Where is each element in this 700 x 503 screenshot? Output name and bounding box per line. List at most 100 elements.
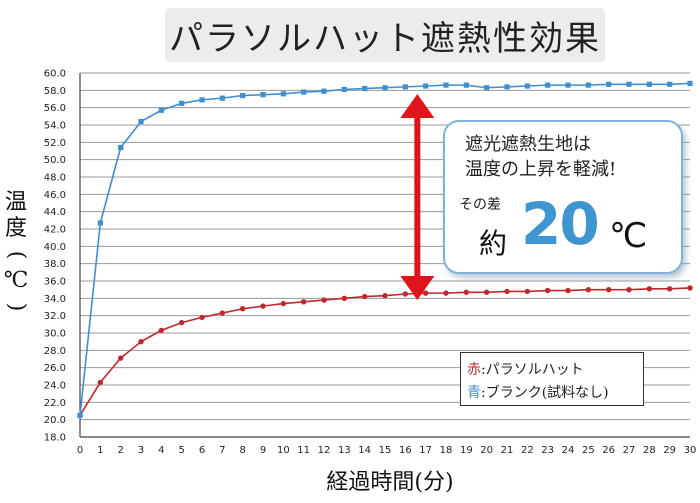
y-tick-label: 18.0 bbox=[44, 433, 66, 444]
x-tick-label: 21 bbox=[501, 445, 514, 456]
y-tick-label: 60.0 bbox=[44, 69, 66, 80]
y-tick-label: 50.0 bbox=[44, 155, 66, 166]
x-tick-label: 13 bbox=[338, 445, 351, 456]
y-axis-label-char: ℃ bbox=[3, 268, 29, 293]
data-point bbox=[179, 100, 185, 106]
y-tick-label: 48.0 bbox=[44, 173, 66, 184]
y-tick-label: 34.0 bbox=[44, 294, 66, 305]
x-tick-label: 20 bbox=[480, 445, 493, 456]
data-point bbox=[443, 82, 449, 88]
callout-diff-label: その差 bbox=[459, 197, 501, 213]
data-point bbox=[504, 288, 510, 295]
data-point bbox=[341, 295, 348, 302]
data-point bbox=[260, 92, 266, 98]
x-tick-label: 9 bbox=[260, 445, 266, 456]
x-tick-label: 14 bbox=[358, 445, 371, 456]
x-tick-label: 23 bbox=[541, 445, 554, 456]
data-point bbox=[585, 286, 592, 293]
y-axis-label-char: ) bbox=[4, 302, 29, 312]
y-axis-label: 温度 (℃) bbox=[3, 190, 29, 320]
data-point bbox=[321, 88, 327, 94]
x-tick-label: 27 bbox=[623, 445, 636, 456]
data-point bbox=[463, 289, 470, 295]
data-point bbox=[646, 286, 653, 292]
data-point bbox=[423, 83, 429, 89]
x-tick-label: 19 bbox=[460, 445, 473, 456]
series-lines bbox=[77, 80, 693, 419]
data-point bbox=[382, 293, 388, 299]
difference-arrow bbox=[400, 94, 435, 300]
x-tick-label: 17 bbox=[419, 445, 432, 456]
x-tick-labels: 0 1 2 3 4 5 6 7 8 9 10 11 12 13 14 15 16 17 18 19 20 21 22 23 24… bbox=[77, 445, 697, 456]
data-point bbox=[158, 107, 164, 113]
data-point bbox=[138, 118, 144, 125]
data-point bbox=[158, 327, 165, 334]
y-tick-labels: 18.0 20.0 22.0 24.0 26.0 28.0 30.0 32.0 34.0 36.0… bbox=[44, 69, 66, 444]
x-axis-label: 経過時間(分) bbox=[326, 470, 454, 495]
data-point bbox=[118, 144, 124, 151]
data-point bbox=[646, 81, 652, 87]
data-point bbox=[77, 412, 83, 418]
data-point bbox=[687, 80, 693, 86]
y-tick-label: 44.0 bbox=[44, 207, 66, 218]
callout-unit: ℃ bbox=[609, 216, 648, 256]
x-tick-label: 18 bbox=[440, 445, 453, 456]
callout-approx: 約 bbox=[479, 227, 508, 260]
callout-line-2: 温度の上昇を軽減! bbox=[465, 159, 617, 180]
y-tick-label: 24.0 bbox=[44, 381, 66, 392]
data-point bbox=[199, 97, 205, 103]
x-tick-label: 30 bbox=[684, 445, 697, 456]
callout-value: 20 bbox=[521, 190, 600, 258]
legend-color-prefix: 青 bbox=[467, 385, 481, 401]
data-point bbox=[178, 319, 185, 326]
data-point bbox=[626, 81, 632, 87]
x-tick-label: 11 bbox=[297, 445, 310, 456]
x-tick-label: 7 bbox=[219, 445, 225, 456]
x-tick-label: 28 bbox=[643, 445, 656, 456]
y-tick-label: 46.0 bbox=[44, 190, 66, 201]
data-point bbox=[504, 84, 510, 90]
data-point bbox=[97, 220, 103, 226]
data-point bbox=[117, 355, 124, 361]
data-point bbox=[199, 314, 205, 321]
title-bar: パラソルハット遮熱性効果 bbox=[165, 8, 605, 62]
x-tick-label: 6 bbox=[199, 445, 205, 456]
y-axis-label-char: 温 bbox=[4, 190, 27, 215]
data-point bbox=[402, 291, 409, 297]
data-point bbox=[382, 85, 388, 91]
axes bbox=[79, 73, 690, 438]
y-tick-label: 32.0 bbox=[44, 311, 66, 322]
legend-label: :パラソルハット bbox=[481, 362, 584, 378]
data-point bbox=[544, 287, 551, 294]
data-point bbox=[321, 297, 327, 303]
arrow-head-down bbox=[400, 276, 435, 300]
x-tick-label: 15 bbox=[379, 445, 392, 456]
x-tick-label: 25 bbox=[582, 445, 595, 456]
data-point bbox=[605, 286, 612, 293]
data-point bbox=[524, 288, 531, 295]
y-tick-label: 28.0 bbox=[44, 346, 66, 357]
x-tick-label: 0 bbox=[77, 445, 83, 456]
data-point bbox=[687, 285, 693, 291]
x-tick-label: 26 bbox=[602, 445, 615, 456]
x-tick-label: 29 bbox=[663, 445, 676, 456]
y-tick-label: 54.0 bbox=[44, 121, 66, 132]
y-tick-label: 56.0 bbox=[44, 103, 66, 114]
data-point bbox=[585, 82, 591, 88]
chart-title: パラソルハット遮熱性効果 bbox=[169, 18, 601, 59]
data-point bbox=[97, 379, 104, 386]
data-point bbox=[463, 82, 469, 88]
data-point bbox=[402, 84, 408, 90]
data-point bbox=[239, 306, 246, 312]
data-point bbox=[280, 300, 287, 307]
data-point bbox=[362, 86, 368, 92]
data-point bbox=[219, 95, 225, 101]
data-point bbox=[626, 286, 632, 293]
x-tick-label: 8 bbox=[239, 445, 245, 456]
x-tick-label: 5 bbox=[178, 445, 184, 456]
x-tick-label: 10 bbox=[277, 445, 290, 456]
y-axis-label-char: ( bbox=[4, 250, 29, 260]
data-point bbox=[300, 299, 307, 305]
data-point bbox=[524, 83, 530, 89]
y-tick-label: 52.0 bbox=[44, 138, 66, 149]
